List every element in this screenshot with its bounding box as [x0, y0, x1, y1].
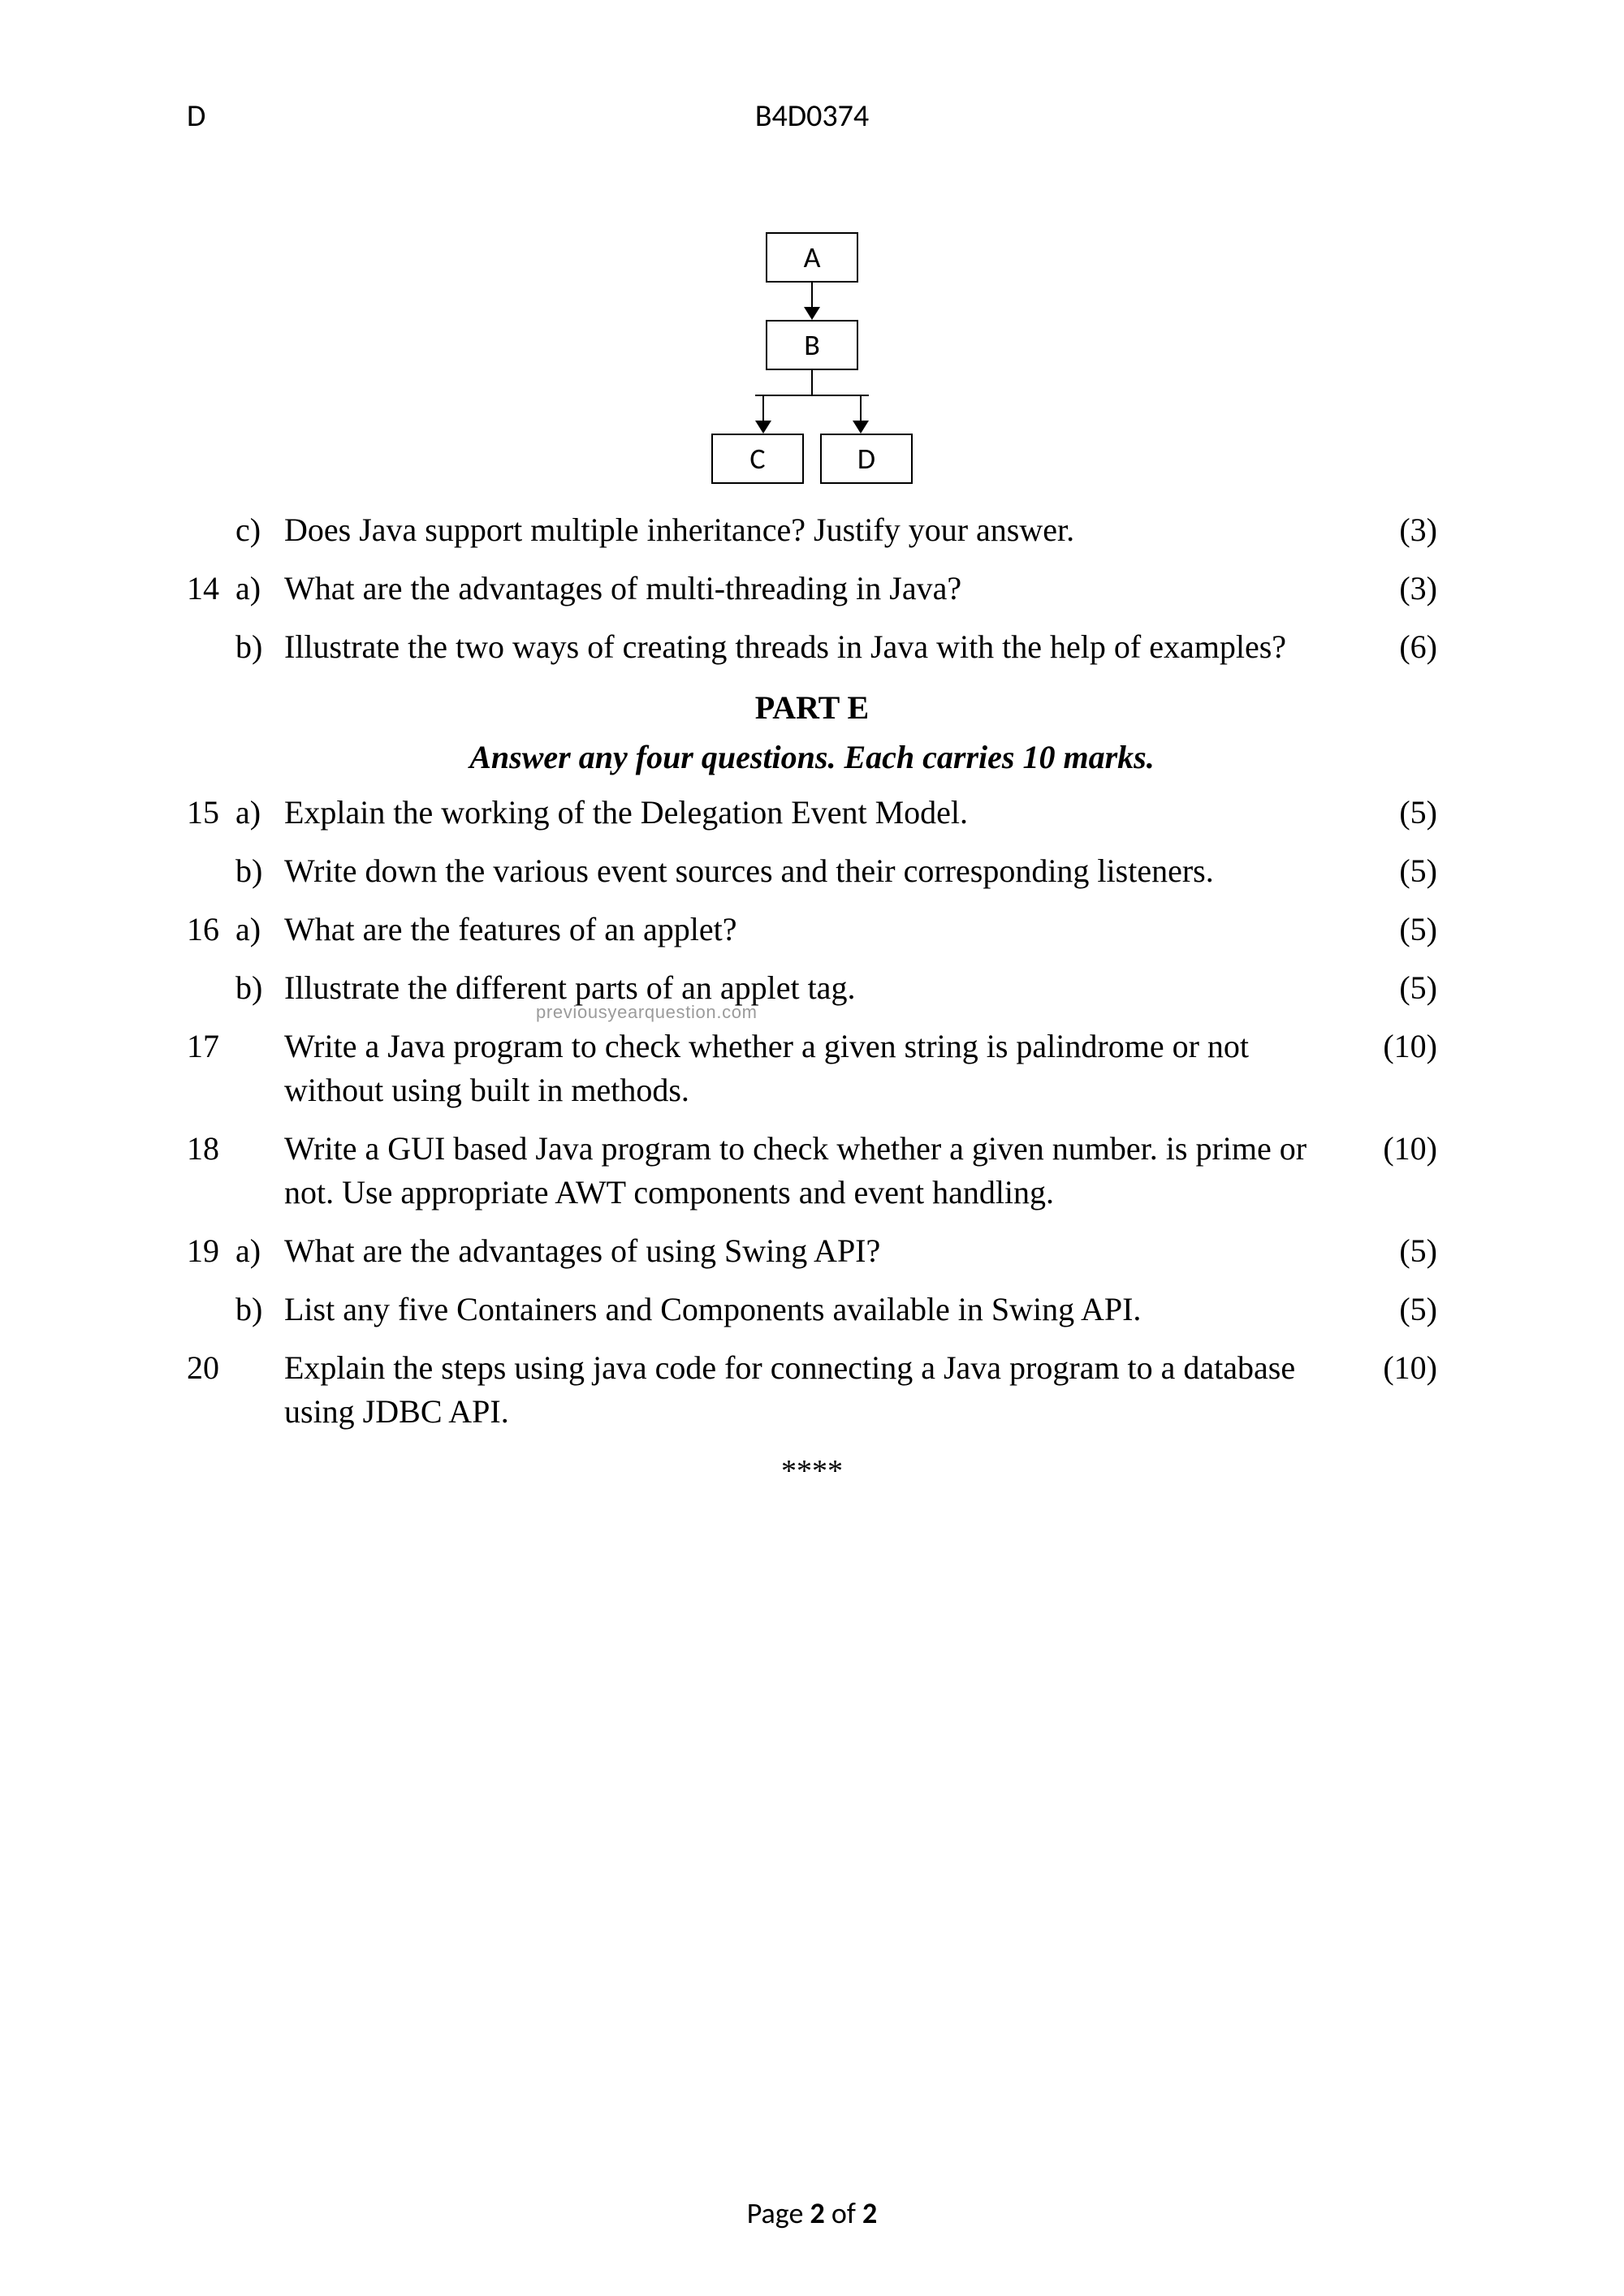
- question-number: 16: [187, 908, 235, 952]
- question-number: 14: [187, 567, 235, 611]
- arrow-line: [811, 283, 813, 307]
- question-number: 18: [187, 1127, 235, 1215]
- question-text: Does Java support multiple inheritance? …: [284, 508, 1364, 552]
- question-text: What are the features of an applet?: [284, 908, 1364, 952]
- arrow-a-to-b: [804, 283, 820, 320]
- question-row: 15a)Explain the working of the Delegatio…: [187, 791, 1437, 835]
- question-row: 14a)What are the advantages of multi-thr…: [187, 567, 1437, 611]
- header-code-left: D: [187, 97, 205, 135]
- question-sub: a): [235, 1229, 284, 1273]
- diagram-node-c: C: [711, 434, 804, 484]
- question-marks: (6): [1364, 625, 1437, 669]
- question-sub: b): [235, 625, 284, 669]
- diagram-bottom-row: C D: [711, 434, 913, 484]
- question-number: 15: [187, 791, 235, 835]
- question-marks: (5): [1364, 849, 1437, 893]
- diagram-node-d: D: [820, 434, 913, 484]
- question-row: b)Write down the various event sources a…: [187, 849, 1437, 893]
- page-footer: Page 2 of 2: [0, 2195, 1624, 2231]
- branch-arrows: [755, 396, 869, 434]
- question-number: [187, 849, 235, 893]
- question-number: [187, 966, 235, 1010]
- question-marks: (5): [1364, 791, 1437, 835]
- question-number: 19: [187, 1229, 235, 1273]
- question-marks: (5): [1364, 1288, 1437, 1331]
- question-marks: (10): [1364, 1025, 1437, 1112]
- question-row: c)Does Java support multiple inheritance…: [187, 508, 1437, 552]
- arrow-line: [762, 396, 764, 421]
- end-marker: ****: [187, 1453, 1437, 1489]
- question-text: Illustrate the different parts of an app…: [284, 966, 1364, 1010]
- question-sub: c): [235, 508, 284, 552]
- question-text: Explain the working of the Delegation Ev…: [284, 791, 1364, 835]
- arrow-to-d: [853, 396, 869, 434]
- arrow-head-icon: [755, 421, 771, 434]
- page-header: D B4D0374: [187, 97, 1437, 135]
- diagram-node-a: A: [766, 232, 858, 283]
- question-row: b)Illustrate the different parts of an a…: [187, 966, 1437, 1010]
- question-sub: a): [235, 567, 284, 611]
- question-row: 17 Write a Java program to check whether …: [187, 1025, 1437, 1112]
- header-code-center: B4D0374: [755, 97, 869, 135]
- question-marks: (10): [1364, 1127, 1437, 1215]
- question-row: 18 Write a GUI based Java program to chec…: [187, 1127, 1437, 1215]
- watermark-text: previousyearquestion.com: [536, 1002, 758, 1023]
- part-e-instruction: Answer any four questions. Each carries …: [187, 738, 1437, 776]
- question-row: b)List any five Containers and Component…: [187, 1288, 1437, 1331]
- question-row: 19a)What are the advantages of using Swi…: [187, 1229, 1437, 1273]
- question-text: What are the advantages of multi-threadi…: [284, 567, 1364, 611]
- branch-b-to-cd: [706, 370, 918, 434]
- question-sub: a): [235, 791, 284, 835]
- inheritance-diagram: A B C D: [187, 232, 1437, 484]
- diagram-node-b: B: [766, 320, 858, 370]
- footer-current-page: 2: [810, 2195, 825, 2231]
- footer-total-pages: 2: [862, 2195, 877, 2231]
- page-container: D B4D0374 A B C D: [0, 0, 1624, 2296]
- arrow-line: [860, 396, 862, 421]
- question-sub: [235, 1025, 284, 1112]
- part-e-heading: PART E: [187, 688, 1437, 727]
- question-sub: [235, 1346, 284, 1434]
- question-marks: (5): [1364, 908, 1437, 952]
- question-text: Explain the steps using java code for co…: [284, 1346, 1364, 1434]
- question-text: List any five Containers and Components …: [284, 1288, 1364, 1331]
- arrow-to-c: [755, 396, 771, 434]
- question-marks: (3): [1364, 567, 1437, 611]
- question-marks: (3): [1364, 508, 1437, 552]
- question-text: Illustrate the two ways of creating thre…: [284, 625, 1364, 669]
- question-text: Write a GUI based Java program to check …: [284, 1127, 1364, 1215]
- questions-part-e: previousyearquestion.com 15a)Explain the…: [187, 791, 1437, 1434]
- footer-prefix: Page: [747, 2195, 810, 2231]
- question-marks: (5): [1364, 1229, 1437, 1273]
- arrow-head-icon: [804, 307, 820, 320]
- branch-stem: [811, 370, 813, 395]
- question-sub: [235, 1127, 284, 1215]
- question-marks: (5): [1364, 966, 1437, 1010]
- arrow-head-icon: [853, 421, 869, 434]
- question-marks: (10): [1364, 1346, 1437, 1434]
- question-number: [187, 1288, 235, 1331]
- question-sub: a): [235, 908, 284, 952]
- question-sub: b): [235, 1288, 284, 1331]
- question-text: Write a Java program to check whether a …: [284, 1025, 1364, 1112]
- footer-of: of: [825, 2195, 862, 2231]
- question-text: Write down the various event sources and…: [284, 849, 1364, 893]
- question-sub: b): [235, 849, 284, 893]
- question-row: 20 Explain the steps using java code for …: [187, 1346, 1437, 1434]
- question-row: 16a)What are the features of an applet?(…: [187, 908, 1437, 952]
- question-text: What are the advantages of using Swing A…: [284, 1229, 1364, 1273]
- question-number: 17: [187, 1025, 235, 1112]
- question-number: [187, 625, 235, 669]
- question-number: [187, 508, 235, 552]
- question-row: b)Illustrate the two ways of creating th…: [187, 625, 1437, 669]
- questions-before-part-e: c)Does Java support multiple inheritance…: [187, 508, 1437, 669]
- question-sub: b): [235, 966, 284, 1010]
- question-number: 20: [187, 1346, 235, 1434]
